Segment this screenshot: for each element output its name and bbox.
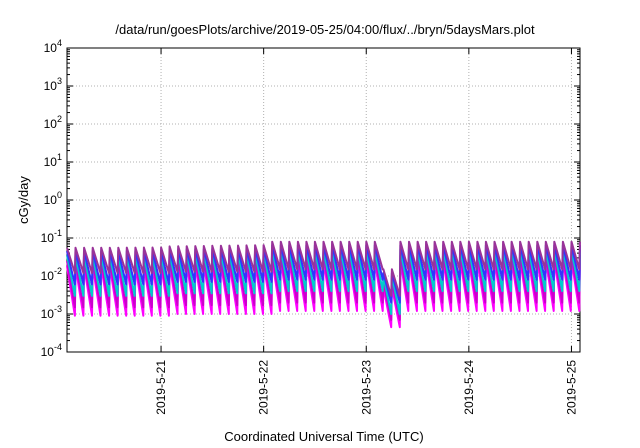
y-tick-label: 104	[44, 38, 62, 55]
x-tick-label: 2019-5-24	[462, 360, 476, 415]
y-axis-label: cGy/day	[16, 176, 31, 224]
x-axis-label: Coordinated Universal Time (UTC)	[224, 429, 423, 444]
y-tick-label: 103	[44, 76, 62, 93]
x-tick-label: 2019-5-21	[154, 360, 168, 415]
x-axis: 2019-5-21 2019-5-22 2019-5-23 2019-5-24 2019…	[154, 48, 578, 415]
x-tick-label: 2019-5-22	[257, 360, 271, 415]
y-tick-label: 10-2	[41, 266, 62, 283]
y-axis: 10-4 10-3 10-2 10-1 100 101 102 103 104	[41, 38, 580, 359]
x-tick-label: 2019-5-25	[564, 360, 578, 415]
series-line-5	[66, 240, 581, 297]
y-tick-label: 10-3	[41, 304, 62, 321]
y-tick-label: 102	[44, 114, 62, 131]
y-tick-label: 101	[44, 152, 62, 169]
y-tick-label: 100	[44, 190, 62, 207]
chart-title: /data/run/goesPlots/archive/2019-05-25/0…	[115, 22, 535, 37]
series-group	[66, 240, 581, 329]
y-tick-label: 10-4	[41, 342, 62, 359]
y-tick-label: 10-1	[41, 228, 62, 245]
x-tick-label: 2019-5-23	[359, 360, 373, 415]
